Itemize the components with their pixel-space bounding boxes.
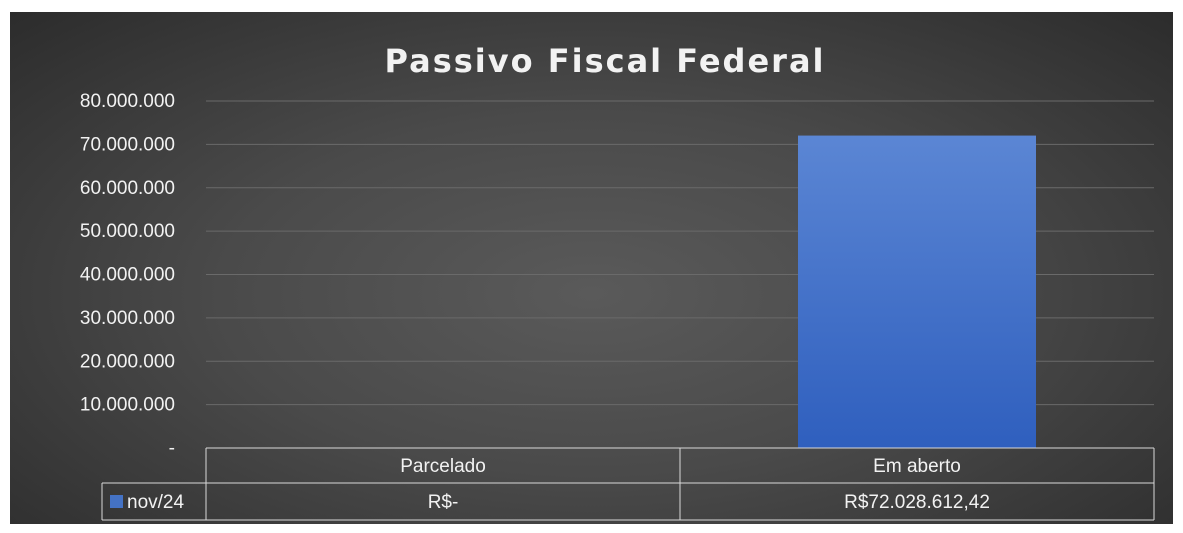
y-axis-tick-labels: - 10.000.000 20.000.000 30.000.000 40.000.00… — [80, 91, 175, 459]
y-tick-label: 60.000.000 — [80, 178, 175, 199]
y-tick-label: 30.000.000 — [80, 308, 175, 329]
data-table-value: R$72.028.612,42 — [844, 492, 990, 513]
bar-chart: Passivo Fiscal Federal - 10.000.000 20.000… — [80, 42, 1155, 521]
y-tick-label: 50.000.000 — [80, 221, 175, 242]
chart-area: Passivo Fiscal Federal - 10.000.000 20.000… — [10, 12, 1173, 524]
y-tick-label: 10.000.000 — [80, 395, 175, 416]
x-category-label: Em aberto — [873, 456, 961, 477]
x-category-label: Parcelado — [400, 456, 486, 477]
legend-series-name: nov/24 — [127, 492, 184, 513]
y-tick-label: 40.000.000 — [80, 265, 175, 286]
legend-swatch — [110, 495, 123, 508]
data-table: Parcelado Em aberto nov/24 R$- R$72.028.612,… — [101, 447, 1155, 521]
chart-title: Passivo Fiscal Federal — [385, 42, 826, 80]
y-tick-label: 80.000.000 — [80, 91, 175, 112]
y-tick-label: 20.000.000 — [80, 351, 175, 372]
gridlines — [206, 100, 1154, 406]
bars — [798, 135, 1036, 448]
data-table-value: R$- — [428, 492, 459, 513]
y-tick-label: 70.000.000 — [80, 134, 175, 155]
bar-em-aberto — [798, 135, 1036, 448]
y-tick-label: - — [169, 438, 175, 459]
